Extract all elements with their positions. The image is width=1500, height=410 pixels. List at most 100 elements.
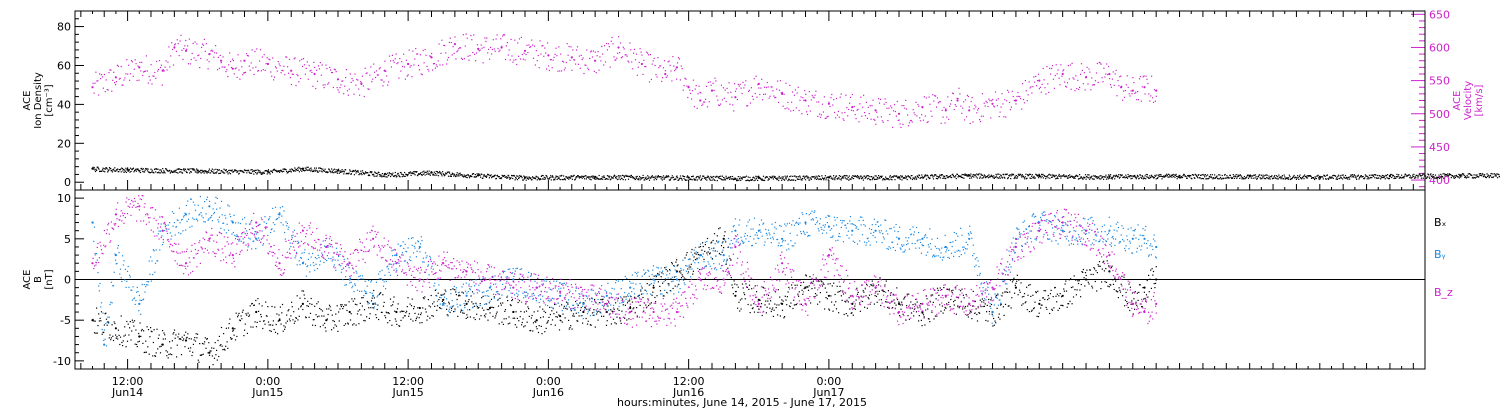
velocity-series-point [851, 106, 854, 109]
b-series-0-sample [450, 289, 452, 291]
b-series-0-sample [235, 312, 237, 314]
velocity-series-sample [786, 107, 788, 109]
velocity-series-sample [1141, 86, 1143, 88]
density-series-sample [956, 173, 959, 175]
velocity-series-sample [827, 115, 829, 117]
density-series-sample [1322, 176, 1324, 178]
b-series-0-sample [361, 305, 363, 307]
density-series-sample [256, 173, 258, 175]
velocity-series-sample [153, 75, 155, 77]
density-series-sample [989, 176, 991, 178]
density-series-sample [1298, 175, 1300, 177]
density-series-sample [758, 175, 760, 177]
density-series-sample [370, 172, 372, 174]
velocity-series-sample [643, 59, 645, 61]
density-series-sample [1333, 174, 1335, 176]
density-series-sample [423, 172, 426, 174]
velocity-series-sample [946, 116, 948, 118]
b-series-0-sample [309, 303, 311, 305]
b-series-0-sample [617, 297, 619, 299]
density-series-sample [1108, 177, 1110, 179]
b-series-0-sample [739, 310, 741, 312]
density-series-sample [848, 175, 850, 177]
density-series-sample [924, 175, 926, 177]
density-series-sample [1135, 176, 1137, 179]
velocity-series-sample [231, 58, 234, 60]
density-series-sample [1028, 173, 1030, 175]
velocity-series-sample [130, 60, 133, 62]
density-series-sample [914, 176, 916, 178]
velocity-series-sample [287, 66, 289, 68]
density-series-sample [261, 172, 263, 174]
density-series-sample [712, 178, 714, 180]
velocity-series-sample [446, 63, 448, 65]
density-series-sample [771, 175, 773, 177]
b-series-0-sample [680, 277, 683, 279]
density-series-sample [357, 170, 359, 172]
b-series-0-sample [656, 295, 658, 297]
density-series-sample [851, 177, 853, 179]
density-series-sample [295, 169, 298, 171]
density-series-sample [595, 176, 597, 178]
velocity-series-sample [572, 49, 574, 51]
b-series-0-sample [396, 308, 399, 310]
density-series-sample [915, 177, 917, 179]
b-series-0-sample [528, 315, 530, 317]
density-series-sample [925, 178, 928, 180]
velocity-series-sample [240, 60, 242, 62]
density-series-sample [1182, 175, 1184, 177]
density-series-sample [1260, 174, 1262, 176]
density-series-sample [1322, 178, 1324, 180]
density-series-sample [834, 179, 836, 181]
density-series-sample [1382, 176, 1384, 178]
velocity-series-sample [955, 105, 957, 107]
b-series-0-sample [652, 284, 655, 287]
velocity-series-sample [666, 75, 668, 77]
b-series-0-sample [474, 318, 476, 321]
density-series-sample [782, 178, 784, 180]
velocity-series-sample [671, 80, 673, 82]
density-series-sample [691, 176, 693, 178]
density-series-sample [1233, 175, 1235, 177]
b-series-0-sample [123, 335, 125, 337]
velocity-series-sample [985, 100, 987, 102]
b-series-0-sample [233, 334, 235, 336]
velocity-series-sample [192, 42, 194, 44]
velocity-series-sample [887, 120, 889, 122]
velocity-series-sample [855, 118, 857, 120]
density-series-sample [1152, 175, 1154, 178]
velocity-series-sample [988, 98, 990, 100]
velocity-series-sample [1008, 101, 1011, 103]
b-series-0-sample [473, 317, 475, 319]
b-series-0-sample [195, 333, 197, 335]
b-series-0-sample [429, 317, 431, 319]
density-series-sample [1003, 174, 1005, 176]
b-series-0-sample [582, 322, 584, 324]
velocity-series-sample [532, 44, 534, 46]
density-series-sample [1437, 177, 1440, 179]
density-series-sample [1157, 174, 1160, 176]
velocity-series-sample [766, 82, 768, 84]
velocity-series-sample [901, 105, 903, 107]
velocity-series-sample [936, 106, 938, 108]
velocity-series-sample [333, 68, 335, 70]
b-series-0-sample [675, 261, 677, 263]
b-series-0-sample [561, 304, 563, 306]
density-series-sample [1164, 174, 1167, 176]
density-series-sample [1011, 173, 1013, 175]
density-series-sample [471, 175, 473, 178]
density-series-sample [558, 178, 561, 180]
velocity-series-sample [555, 47, 557, 49]
velocity-series-sample [737, 83, 739, 85]
density-series-sample [693, 178, 695, 180]
density-series-sample [1177, 176, 1179, 178]
b-series-0-sample [518, 320, 520, 322]
b-series-0-sample [593, 309, 595, 311]
density-series-sample [281, 171, 284, 173]
velocity-series-sample [890, 105, 892, 107]
velocity-series-sample [136, 79, 138, 82]
b-series-0-sample [313, 319, 315, 321]
velocity-series-sample [394, 58, 396, 60]
density-series-sample [1305, 177, 1307, 179]
velocity-series-sample [848, 108, 850, 110]
